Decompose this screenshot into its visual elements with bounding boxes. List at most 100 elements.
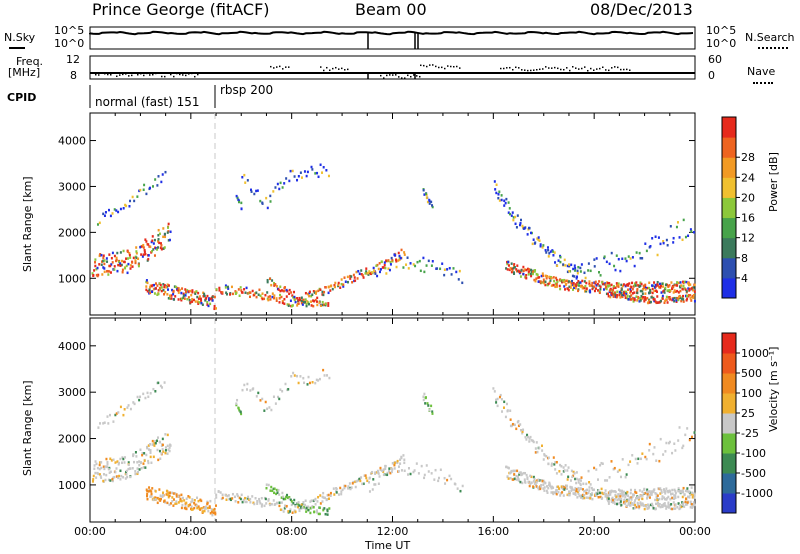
echo-cell [604,479,607,482]
echo-cell [377,472,380,475]
echo-cell [180,298,183,302]
freq-unit-label: [MHz] [8,66,41,79]
echo-cell [153,292,156,295]
echo-cell [278,301,281,304]
echo-cell [386,473,389,477]
echo-cell [399,458,402,461]
echo-cell [183,499,186,502]
echo-cell [109,271,112,274]
echo-cell [280,496,283,499]
echo-cell [301,506,304,510]
echo-cell [142,392,145,396]
echo-cell [680,505,683,509]
echo-cell [334,281,337,285]
echo-cell [587,262,590,265]
echo-cell [516,214,519,217]
echo-cell [157,246,160,249]
echo-cell [693,503,696,507]
echo-cell [576,283,579,286]
echo-cell [293,498,296,502]
echo-cell [305,303,308,306]
nsearch-tick-top: 10^5 [706,24,737,37]
echo-cell [515,226,518,229]
echo-cell [302,298,305,302]
echo-cell [119,469,122,473]
nave-point [155,72,157,75]
nave-point [116,75,118,78]
echo-cell [215,496,218,499]
echo-cell [680,299,683,303]
echo-cell [284,382,287,386]
echo-cell [497,196,500,200]
echo-cell [302,376,305,380]
echo-cell [652,297,655,301]
echo-cell [331,287,334,291]
echo-cell [427,470,430,473]
echo-cell [632,503,635,507]
nave-point [191,72,193,75]
echo-cell [663,497,666,501]
echo-cell [94,471,97,475]
echo-cell [253,293,256,297]
echo-cell [211,513,214,517]
echo-cell [666,243,669,247]
echo-cell [239,497,242,501]
echo-cell [620,290,623,293]
echo-cell [201,303,204,306]
echo-cell [571,279,574,283]
echo-cell [585,482,588,486]
echo-cell [273,503,276,506]
echo-cell [661,297,664,300]
echo-cell [166,293,169,296]
echo-cell [113,265,116,268]
echo-cell [236,494,239,498]
echo-cell [224,286,227,289]
echo-cell [225,293,228,296]
nave-point [276,66,278,68]
echo-cell [681,287,684,291]
echo-cell [310,294,313,298]
nave-point [453,65,455,68]
echo-cell [650,493,653,496]
echo-cell [679,506,682,510]
echo-cell [514,469,517,473]
echo-cell [625,493,628,497]
echo-cell [157,234,160,237]
echo-cell [689,283,692,286]
echo-cell [116,460,119,463]
echo-cell [191,289,194,292]
echo-cell [543,480,546,484]
echo-cell [585,496,588,499]
echo-cell [119,207,122,211]
echo-cell [261,297,264,301]
echo-cell [292,296,295,299]
echo-cell [321,303,324,307]
echo-cell [616,295,619,298]
echo-cell [195,290,198,293]
echo-cell [630,289,633,293]
echo-cell [579,281,582,284]
echo-cell [590,486,593,490]
echo-cell [533,477,536,481]
echo-cell [405,263,408,266]
echo-cell [204,507,207,510]
echo-cell [286,496,289,500]
echo-cell [566,270,569,274]
nave-point [416,75,418,77]
echo-cell [607,502,610,505]
echo-cell [269,194,272,198]
echo-cell [548,281,551,284]
echo-cell [612,501,615,504]
echo-cell [553,279,556,283]
echo-cell [261,397,264,401]
echo-cell [398,256,401,259]
echo-cell [627,501,630,505]
echo-cell [677,298,680,302]
echo-cell [254,497,257,500]
echo-cell [382,473,385,477]
echo-cell [187,504,190,507]
echo-cell [136,195,139,198]
echo-cell [195,504,198,508]
echo-cell [601,496,604,500]
echo-cell [568,264,571,268]
